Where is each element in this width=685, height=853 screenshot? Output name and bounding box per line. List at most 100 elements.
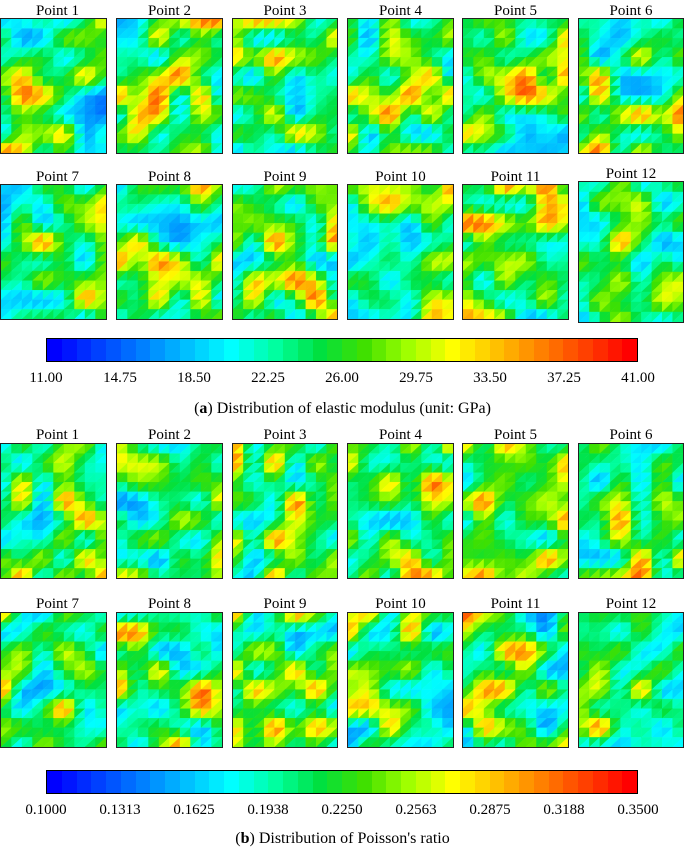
heatmap-field (1, 19, 106, 153)
fig-b-heatmap-5 (462, 443, 569, 579)
colorbar-segment (342, 339, 357, 361)
fig-a-heatmap-4 (347, 18, 454, 154)
fig-b-label-8: Point 8 (148, 596, 191, 612)
colorbar-segment (135, 339, 151, 361)
colorbar-segment (622, 339, 637, 361)
colorbar-segment (91, 339, 106, 361)
heatmap-cell (672, 311, 683, 322)
heatmap-field (348, 19, 453, 153)
heatmap-field (463, 185, 568, 319)
heatmap-cell (557, 568, 568, 578)
colorbar-segment (76, 339, 92, 361)
heatmap-field (117, 185, 222, 319)
fig-a-tick-4: 26.00 (325, 370, 359, 386)
colorbar-segment (356, 339, 372, 361)
colorbar-segment (445, 339, 460, 361)
fig-a-heatmap-8 (116, 184, 223, 320)
colorbar-segment (106, 339, 121, 361)
heatmap-cell (211, 568, 222, 578)
fig-a-colorbar (46, 338, 638, 362)
fig-a-heatmap-7 (0, 184, 107, 320)
fig-a-heatmap-2 (116, 18, 223, 154)
fig-a-tick-8: 41.00 (621, 370, 655, 386)
colorbar-segment (297, 339, 313, 361)
colorbar-segment (533, 339, 549, 361)
heatmap-cell (211, 309, 222, 319)
heatmap-field (233, 19, 337, 153)
colorbar-segment (165, 339, 180, 361)
colorbar-segment (474, 339, 490, 361)
fig-a-heatmap-11 (462, 184, 569, 320)
fig-a-heatmap-9 (232, 184, 338, 320)
colorbar-segment (209, 339, 224, 361)
fig-a-heatmap-6 (578, 18, 684, 154)
heatmap-cell (672, 143, 683, 153)
heatmap-cell (95, 309, 106, 319)
fig-a-label-3: Point 3 (263, 3, 307, 19)
fig-a-label-8: Point 8 (148, 169, 191, 185)
fig-a-tick-2: 18.50 (177, 370, 211, 386)
heatmap-cell (326, 143, 337, 153)
fig-b-heatmap-1 (0, 443, 107, 579)
fig-a-tick-3: 22.25 (251, 370, 285, 386)
fig-a-heatmap-12 (578, 181, 684, 323)
fig-a-label-6: Point 6 (609, 3, 653, 19)
colorbar-segment (194, 339, 210, 361)
heatmap-cell (442, 568, 453, 578)
colorbar-segment (47, 339, 62, 361)
heatmap-field (348, 185, 453, 319)
fig-b-label-9: Point 9 (263, 596, 307, 612)
fig-a-tick-7: 37.25 (547, 370, 581, 386)
fig-b-label-6: Point 6 (609, 427, 653, 443)
fig-a-caption: (a) Distribution of elastic modulus (uni… (194, 400, 491, 417)
colorbar-segment (460, 339, 475, 361)
fig-b-label-4: Point 4 (379, 427, 422, 443)
colorbar-segment (327, 339, 342, 361)
fig-a-label-5: Point 5 (494, 3, 537, 19)
fig-b-heatmap-4 (347, 443, 454, 579)
colorbar-segment (401, 339, 416, 361)
heatmap-field (463, 19, 568, 153)
fig-b-label-12: Point 12 (605, 596, 657, 612)
colorbar-segment (120, 339, 136, 361)
colorbar-segment (312, 339, 328, 361)
heatmap-field (579, 19, 683, 153)
heatmap-field (117, 444, 222, 578)
fig-a-tick-5: 29.75 (399, 370, 433, 386)
colorbar-segment (415, 339, 431, 361)
colorbar-segment (548, 339, 564, 361)
colorbar-segment (238, 339, 254, 361)
colorbar-segment (386, 339, 401, 361)
fig-a-label-11: Point 11 (490, 169, 541, 185)
heatmap-field (1, 444, 106, 578)
heatmap-field (348, 444, 453, 578)
fig-b-label-5: Point 5 (494, 427, 537, 443)
heatmap-cell (95, 568, 106, 578)
heatmap-cell (95, 143, 106, 153)
heatmap-cell (442, 309, 453, 319)
colorbar-segment (179, 339, 195, 361)
fig-a-tick-6: 33.50 (473, 370, 507, 386)
colorbar-segment (607, 339, 623, 361)
colorbar-segment (283, 339, 298, 361)
colorbar-segment (150, 339, 165, 361)
fig-a-heatmap-1 (0, 18, 107, 154)
fig-a-heatmap-3 (232, 18, 338, 154)
fig-a-label-10: Point 10 (375, 169, 426, 185)
heatmap-field (463, 444, 568, 578)
fig-b-heatmap-6 (578, 443, 684, 579)
fig-a-tick-0: 11.00 (29, 370, 63, 386)
colorbar-segment (371, 339, 387, 361)
heatmap-cell (326, 568, 337, 578)
heatmap-field (233, 444, 337, 578)
fig-a-label-4: Point 4 (379, 3, 422, 19)
colorbar-segment (489, 339, 505, 361)
fig-a-label-9: Point 9 (263, 169, 307, 185)
fig-b-heatmap-3 (232, 443, 338, 579)
colorbar-segment (504, 339, 519, 361)
colorbar-segment (224, 339, 239, 361)
heatmap-cell (211, 143, 222, 153)
heatmap-field (579, 182, 683, 322)
colorbar-segment (268, 339, 283, 361)
heatmap-field (1, 185, 106, 319)
